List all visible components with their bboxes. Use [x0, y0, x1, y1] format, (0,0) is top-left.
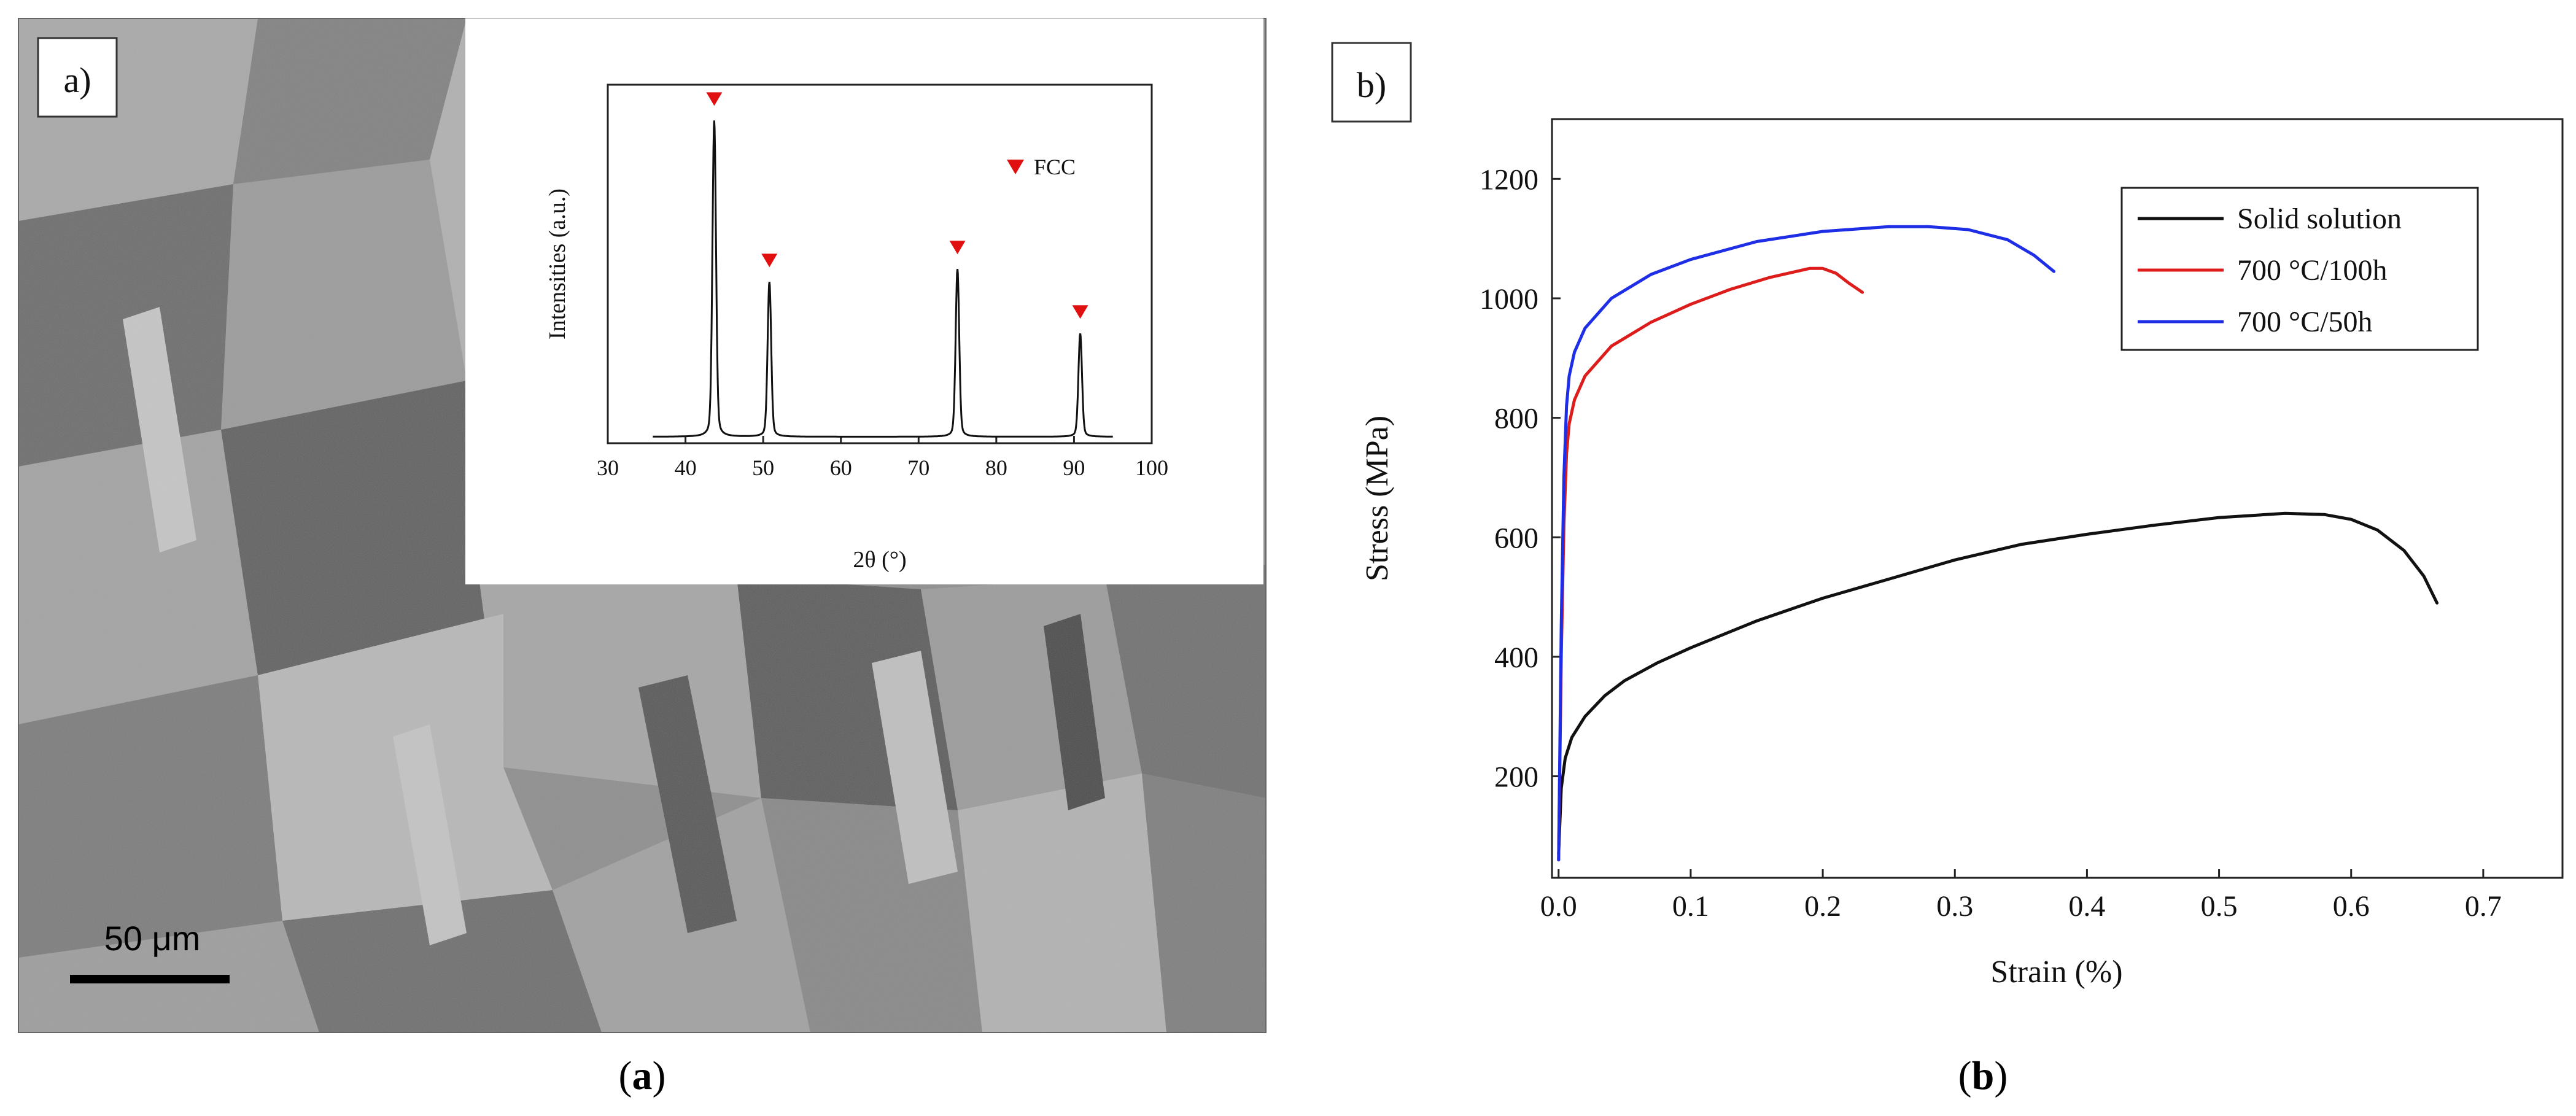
x-tick-label: 0.0 — [1540, 890, 1577, 923]
caption-a-letter: a — [632, 1053, 653, 1098]
caption-a-close: ) — [653, 1053, 666, 1098]
caption-b-open: ( — [1958, 1053, 1972, 1098]
series-line-700-c-100h — [1557, 266, 1864, 862]
fcc-legend-label: FCC — [1034, 155, 1076, 179]
x-tick-label: 0.6 — [2333, 890, 2370, 923]
x-tick-label: 0.5 — [2201, 890, 2238, 923]
fcc-peak-marker — [706, 92, 723, 106]
fcc-peak-marker — [761, 254, 778, 268]
caption-b: (b) — [1958, 1053, 2008, 1098]
caption-b-letter: b — [1972, 1053, 1995, 1098]
legend-label-700c-100h: 700 °C/100h — [2237, 254, 2388, 287]
xrd-plot-frame — [607, 83, 1153, 444]
y-axis: 200 400 600 800 1000 1200 — [1480, 163, 1561, 794]
caption-b-close: ) — [1994, 1053, 2008, 1098]
x-axis-label: Strain (%) — [1990, 955, 2122, 990]
legend-label-solid-solution: Solid solution — [2237, 203, 2402, 235]
scale-bar-label: 50 μm — [104, 919, 201, 958]
x-tick-label: 0.1 — [1672, 890, 1709, 923]
xrd-x-tick-label: 70 — [907, 455, 929, 480]
xrd-pattern-line — [653, 120, 1113, 438]
caption-a: (a) — [619, 1053, 666, 1098]
panel-b-tag: b) — [1357, 65, 1386, 105]
panel-a-micrograph: a) 50 μm 30 40 50 60 70 80 90 100 FCC 2θ (°) In… — [18, 18, 1267, 1033]
xrd-x-tick-label: 30 — [597, 455, 619, 480]
series-line-solid-solution — [1557, 511, 2439, 856]
svg-text:(b): (b) — [1958, 1053, 2008, 1098]
xrd-x-axis: 30 40 50 60 70 80 90 100 — [597, 436, 1168, 480]
fcc-peak-marker — [1072, 305, 1088, 319]
xrd-x-axis-label: 2θ (°) — [853, 547, 906, 573]
legend: Solid solution 700 °C/100h 700 °C/50h — [2120, 187, 2479, 351]
legend-label-700c-50h: 700 °C/50h — [2237, 306, 2373, 338]
y-tick-label: 600 — [1494, 522, 1538, 554]
y-tick-label: 200 — [1494, 761, 1538, 794]
svg-text:(a): (a) — [619, 1053, 666, 1098]
y-tick-label: 1000 — [1480, 283, 1538, 316]
series-lines — [1557, 225, 2439, 862]
plot-frame — [1551, 118, 2564, 879]
xrd-x-tick-label: 40 — [675, 455, 697, 480]
y-axis-label: Stress (MPa) — [1360, 416, 1395, 581]
fcc-legend-marker — [1007, 160, 1024, 174]
x-tick-label: 0.3 — [1936, 890, 1973, 923]
y-tick-label: 400 — [1494, 641, 1538, 674]
xrd-x-tick-label: 60 — [830, 455, 852, 480]
panel-a-tag: a) — [63, 60, 91, 100]
xrd-x-tick-label: 80 — [985, 455, 1007, 480]
y-tick-label: 1200 — [1480, 163, 1538, 196]
x-tick-label: 0.4 — [2068, 890, 2105, 923]
scale-bar — [70, 975, 230, 983]
xrd-x-tick-label: 50 — [752, 455, 774, 480]
fcc-peak-marker — [949, 241, 966, 255]
xrd-peak-markers — [706, 92, 1088, 319]
xrd-x-tick-label: 100 — [1135, 455, 1168, 480]
y-tick-label: 800 — [1494, 403, 1538, 435]
xrd-inset: 30 40 50 60 70 80 90 100 FCC 2θ (°) Intensities… — [465, 18, 1263, 584]
xrd-x-tick-label: 90 — [1063, 455, 1085, 480]
series-line-700-c-50h — [1557, 225, 2056, 862]
x-tick-label: 0.7 — [2465, 890, 2502, 923]
xrd-y-axis-label: Intensities (a.u.) — [545, 188, 570, 339]
caption-a-open: ( — [619, 1053, 632, 1098]
x-axis: 0.0 0.1 0.2 0.3 0.4 0.5 0.6 0.7 — [1540, 869, 2502, 923]
x-tick-label: 0.2 — [1804, 890, 1841, 923]
